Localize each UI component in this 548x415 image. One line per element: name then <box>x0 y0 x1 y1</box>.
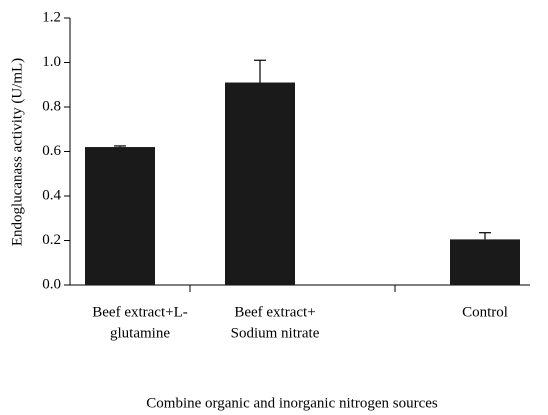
y-tick-label: 0.2 <box>42 232 61 248</box>
error-bar <box>254 59 266 83</box>
x-tick-label: glutamine <box>110 325 170 341</box>
bar <box>225 82 295 286</box>
x-axis-label: Combine organic and inorganic nitrogen s… <box>146 395 438 411</box>
y-tick-label: 1.2 <box>42 9 61 25</box>
y-tick-label: 0.4 <box>42 187 61 203</box>
y-tick-label: 0.0 <box>42 276 61 292</box>
y-axis-label: Endoglucanass activity (U/mL) <box>9 58 25 246</box>
x-tick-label: Beef extract+ <box>234 304 315 320</box>
x-tick-label: Beef extract+L- <box>92 304 188 320</box>
bar <box>450 239 520 285</box>
error-bar <box>114 145 126 148</box>
y-tick-label: 1.0 <box>42 54 61 70</box>
x-tick-label: Control <box>462 304 508 320</box>
error-bar <box>479 232 491 240</box>
x-tick-label: Sodium nitrate <box>231 325 320 341</box>
bar <box>85 147 155 285</box>
y-tick-label: 0.6 <box>42 143 61 159</box>
y-tick-label: 0.8 <box>42 98 61 114</box>
